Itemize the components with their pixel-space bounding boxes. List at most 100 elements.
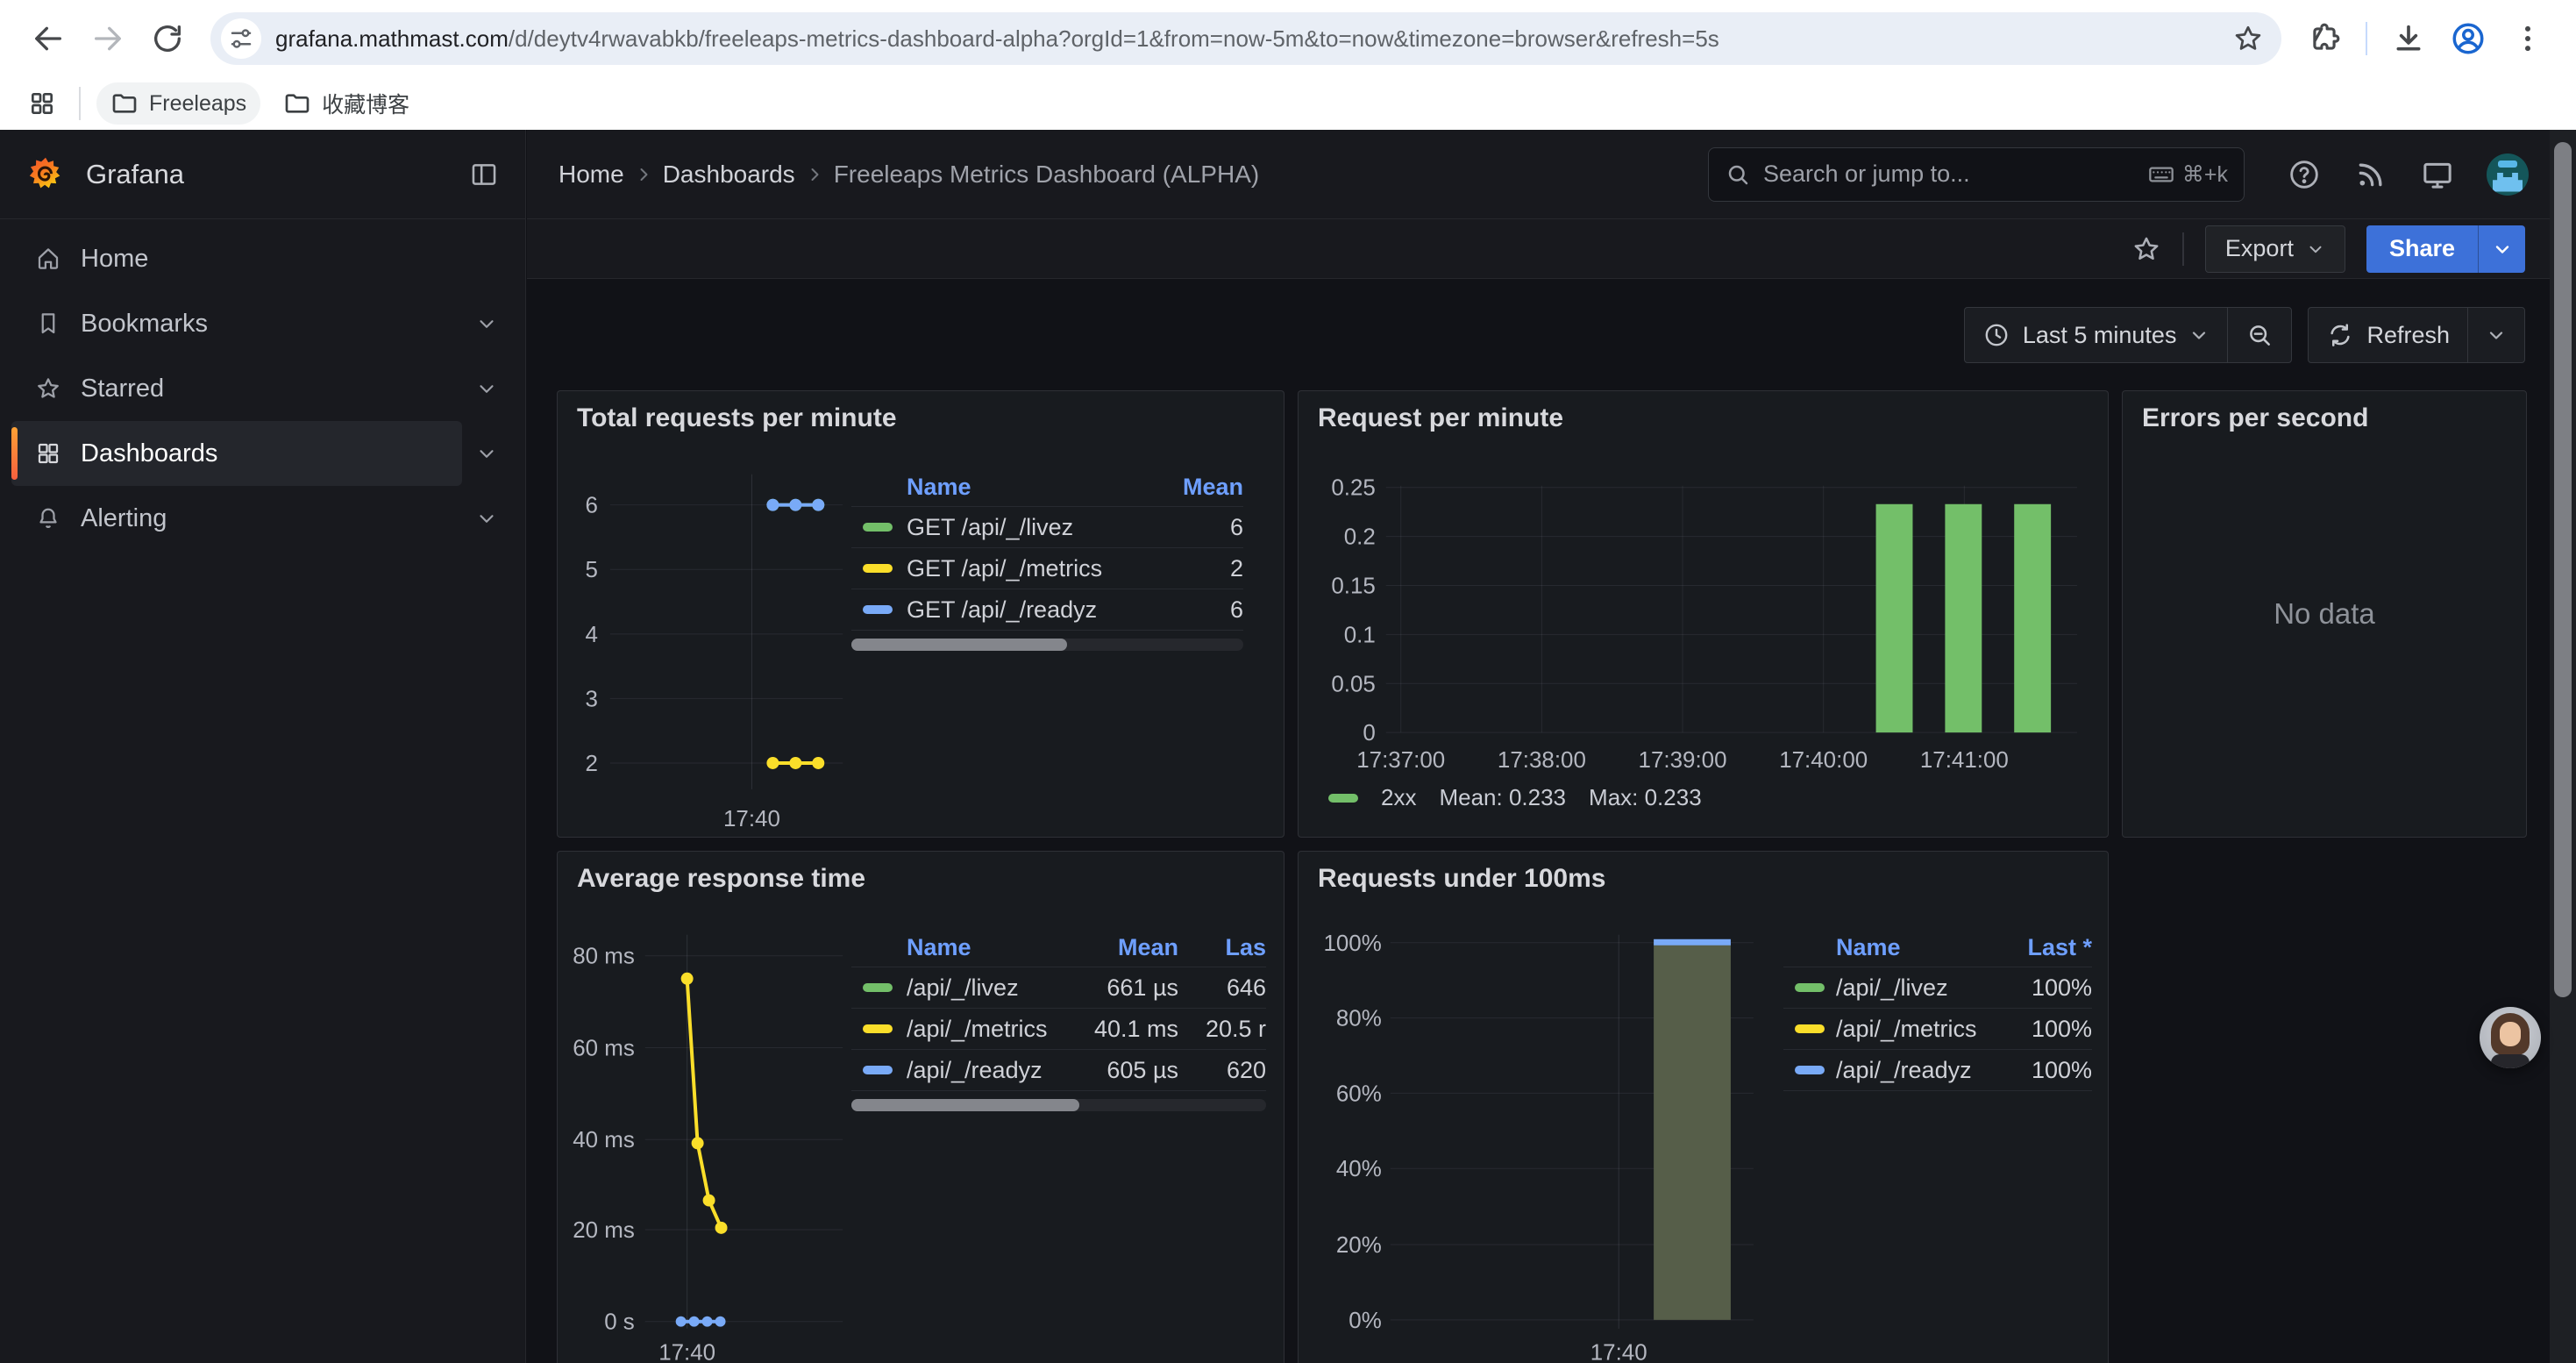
svg-text:60%: 60% — [1336, 1081, 1382, 1106]
expand-dashboards-button[interactable] — [462, 421, 511, 486]
series-name[interactable]: GET /api/_/readyz — [907, 596, 1098, 623]
series-color-pill — [863, 564, 893, 573]
time-range-picker[interactable]: Last 5 minutes — [1965, 308, 2228, 362]
chevron-down-icon — [480, 515, 494, 523]
browser-menu-button[interactable] — [2502, 13, 2553, 64]
dock-menu-button[interactable] — [469, 160, 499, 189]
request-per-minute-chart: 0.25 0.2 0.15 0.1 0.05 017:37:00 17:38:00 17:39… — [1331, 476, 2078, 773]
floating-assistant-avatar[interactable] — [2480, 1007, 2541, 1068]
zoom-out-time-button[interactable] — [2227, 308, 2291, 362]
legend-header-mean[interactable]: Mean — [1182, 474, 1243, 500]
extensions-button[interactable] — [2299, 13, 2350, 64]
svg-text:17:40: 17:40 — [723, 807, 780, 831]
legend-scrollbar-thumb[interactable] — [851, 639, 1067, 651]
chevron-down-icon — [480, 385, 494, 393]
breadcrumb-dashboards[interactable]: Dashboards — [662, 160, 795, 188]
breadcrumb-home[interactable]: Home — [559, 160, 624, 188]
panel-title[interactable]: Total requests per minute — [577, 403, 897, 432]
news-rss-button[interactable] — [2353, 157, 2388, 192]
svg-text:0 s: 0 s — [604, 1310, 635, 1335]
legend-table: Name Mean Las /api/_/livez 661 µs 646 /a… — [851, 929, 1266, 1111]
page-scrollbar[interactable] — [2550, 130, 2576, 1363]
export-button[interactable]: Export — [2204, 225, 2345, 273]
legend-header-name[interactable]: Name — [907, 474, 971, 500]
panel-title[interactable]: Average response time — [577, 864, 866, 893]
series-color-pill — [863, 523, 893, 532]
series-name[interactable]: GET /api/_/metrics — [907, 554, 1103, 582]
legend-header-last[interactable]: Las — [1225, 934, 1266, 960]
legend-header-name[interactable]: Name — [1836, 934, 1901, 960]
tune-icon — [231, 29, 252, 48]
bookmarks-bar: Freeleaps 收藏博客 — [0, 77, 2576, 130]
svg-text:80 ms: 80 ms — [573, 945, 635, 969]
time-controls-bar: Last 5 minutes Refresh — [527, 279, 2576, 391]
apps-shortcut-button[interactable] — [21, 82, 63, 125]
address-bar[interactable]: grafana.mathmast.com/d/deytv4rwavabkb/fr… — [210, 12, 2281, 65]
sidebar-item-home[interactable]: Home — [11, 226, 511, 291]
share-menu-button[interactable] — [2478, 225, 2525, 273]
legend-scrollbar-thumb[interactable] — [851, 1099, 1080, 1111]
svg-text:5: 5 — [585, 558, 597, 582]
series-name[interactable]: GET /api/_/livez — [907, 513, 1074, 540]
expand-starred-button[interactable] — [462, 356, 511, 421]
legend-row: /api/_/metrics 40.1 ms 20.5 r — [851, 1009, 1266, 1050]
reload-button[interactable] — [142, 13, 193, 64]
refresh-interval-button[interactable] — [2467, 308, 2524, 362]
help-button[interactable] — [2287, 157, 2322, 192]
svg-text:0.1: 0.1 — [1344, 623, 1376, 647]
panel-title[interactable]: Errors per second — [2142, 403, 2369, 432]
page-scrollbar-thumb[interactable] — [2554, 142, 2572, 997]
series-name[interactable]: /api/_/livez — [1836, 974, 1948, 1001]
search-bar[interactable]: ⌘+k — [1708, 146, 2245, 202]
panel-title[interactable]: Request per minute — [1318, 403, 1564, 432]
series-name[interactable]: /api/_/livez — [907, 974, 1019, 1001]
legend-header-last[interactable]: Last * — [2027, 934, 2092, 960]
legend-row: /api/_/livez 661 µs 646 — [851, 967, 1266, 1009]
chevron-right-icon — [804, 164, 825, 185]
star-dashboard-button[interactable] — [2131, 234, 2161, 264]
svg-text:0.05: 0.05 — [1331, 672, 1375, 696]
series-name[interactable]: 2xx — [1381, 784, 1417, 810]
bookmark-folder-freeleaps[interactable]: Freeleaps — [96, 82, 261, 125]
series-name[interactable]: /api/_/readyz — [1836, 1056, 1972, 1083]
legend-header-name[interactable]: Name — [907, 934, 971, 960]
search-input[interactable] — [1763, 161, 2147, 188]
series-name[interactable]: /api/_/readyz — [907, 1056, 1042, 1083]
legend-scrollbar[interactable] — [851, 639, 1243, 651]
user-avatar[interactable] — [2487, 153, 2529, 196]
profile-button[interactable] — [2443, 13, 2494, 64]
downloads-button[interactable] — [2383, 13, 2434, 64]
home-icon — [35, 246, 61, 272]
back-button[interactable] — [23, 13, 74, 64]
sidebar-item-dashboards[interactable]: Dashboards — [11, 421, 462, 486]
sidebar-item-alerting[interactable]: Alerting — [11, 486, 462, 551]
forward-button[interactable] — [82, 13, 133, 64]
series-color-pill — [863, 605, 893, 614]
sidebar-item-starred[interactable]: Starred — [11, 356, 462, 421]
expand-bookmarks-button[interactable] — [462, 291, 511, 356]
site-settings-button[interactable] — [221, 18, 261, 59]
bookmark-page-button[interactable] — [2232, 23, 2264, 54]
export-label: Export — [2224, 235, 2294, 261]
series-name[interactable]: /api/_/metrics — [907, 1015, 1048, 1042]
share-button-group: Share — [2366, 225, 2525, 273]
expand-alerting-button[interactable] — [462, 486, 511, 551]
svg-text:20%: 20% — [1336, 1233, 1382, 1258]
bookmark-folder-blogs[interactable]: 收藏博客 — [269, 82, 423, 125]
kiosk-mode-button[interactable] — [2420, 157, 2455, 192]
legend-header-mean[interactable]: Mean — [1117, 934, 1178, 960]
share-label: Share — [2388, 235, 2455, 261]
legend-table: Name Last * /api/_/livez 100% /api/_/met… — [1783, 929, 2092, 1091]
panel-request-per-minute: Request per minute 0.25 0.2 0.15 0.1 0.05 0 17… — [1298, 390, 2109, 838]
refresh-button[interactable]: Refresh — [2309, 308, 2467, 362]
series-name[interactable]: /api/_/metrics — [1836, 1015, 1977, 1042]
time-range-label: Last 5 minutes — [2022, 321, 2177, 348]
avatar-robot-body — [2493, 172, 2523, 192]
share-button[interactable]: Share — [2366, 225, 2478, 273]
legend-scrollbar[interactable] — [851, 1099, 1266, 1111]
legend-header-row: Name Mean Las — [851, 929, 1266, 967]
panel-title[interactable]: Requests under 100ms — [1318, 864, 1606, 893]
sidebar-item-bookmarks[interactable]: Bookmarks — [11, 291, 462, 356]
breadcrumb: Home Dashboards Freeleaps Metrics Dashbo… — [559, 161, 1259, 189]
